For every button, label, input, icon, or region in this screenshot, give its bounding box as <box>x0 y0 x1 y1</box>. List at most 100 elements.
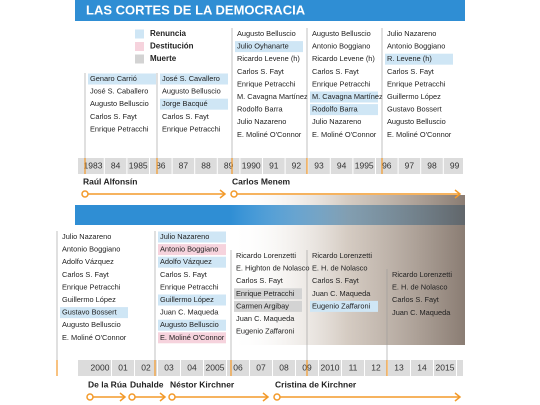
name-highlight <box>158 231 226 243</box>
term-arrow <box>119 392 127 402</box>
justice-name: Augusto Belluscio <box>162 87 221 96</box>
name-highlight <box>160 73 228 85</box>
name-highlight <box>158 319 226 331</box>
justice-name: E. H. de Nolasco <box>392 283 447 292</box>
justice-name: E. Moliné O'Connor <box>160 333 225 342</box>
name-highlight <box>158 244 226 256</box>
name-highlight <box>385 53 453 65</box>
justice-name: Augusto Belluscio <box>160 320 219 329</box>
name-highlight <box>234 300 302 312</box>
justice-name: E. Moliné O'Connor <box>62 333 127 342</box>
justice-name: Carmen Argibay <box>236 301 289 310</box>
justice-name: Guillermo López <box>387 92 441 101</box>
justice-name: Ricardo Levene (h) <box>237 54 300 63</box>
name-highlight <box>158 256 226 268</box>
timeline-band <box>78 360 463 376</box>
year-label: 03 <box>164 362 174 372</box>
justice-name: Juan C. Maqueda <box>160 308 219 317</box>
justice-name: Guillermo López <box>160 295 214 304</box>
year-label: 02 <box>141 362 151 372</box>
year-label: 2010 <box>321 362 340 372</box>
year-label: 96 <box>382 160 392 170</box>
justice-name: Enrique Petracchi <box>312 79 371 88</box>
year-label: 2000 <box>91 362 110 372</box>
year-label: 86 <box>156 160 166 170</box>
justice-name: Julio Oyhanarte <box>237 42 289 51</box>
justice-name: Eugenio Zaffaroni <box>236 327 295 336</box>
justice-name: Carlos S. Fayt <box>237 67 284 76</box>
year-label: 12 <box>371 362 381 372</box>
name-highlight <box>60 307 128 319</box>
name-highlight <box>158 294 226 306</box>
legend-swatch <box>135 54 144 64</box>
justice-name: Augusto Belluscio <box>387 117 446 126</box>
justice-name: Enrique Petracchi <box>160 282 219 291</box>
legend-label: Muerte <box>150 54 177 63</box>
year-label: 1990 <box>242 160 261 170</box>
justice-name: Ricardo Lorenzetti <box>236 251 296 260</box>
term-start <box>128 393 136 401</box>
justice-name: Ricardo Lorenzetti <box>312 251 372 260</box>
justice-name: M. Cavagna Martínez <box>237 92 308 101</box>
name-highlight <box>235 41 303 53</box>
year-label: 87 <box>179 160 189 170</box>
president-name: De la Rúa <box>88 379 127 389</box>
justice-name: Guillermo López <box>62 295 116 304</box>
year-label: 01 <box>118 362 128 372</box>
president-name: Carlos Menem <box>232 176 291 186</box>
justice-name: Gustavo Bossert <box>62 308 117 317</box>
justice-name: Ricardo Levene (h) <box>312 54 375 63</box>
justice-name: Antonio Boggiano <box>62 245 120 254</box>
year-label: 2005 <box>206 362 225 372</box>
justice-name: Enrique Petracchi <box>387 79 446 88</box>
justice-name: E. H. de Nolasco <box>312 264 367 273</box>
justice-name: Julio Nazareno <box>387 29 436 38</box>
name-highlight <box>310 91 378 103</box>
justice-name: Adolfo Vázquez <box>160 257 212 266</box>
year-label: 07 <box>256 362 266 372</box>
year-label: 93 <box>314 160 324 170</box>
year-label: 97 <box>405 160 415 170</box>
term-arrow <box>219 189 227 199</box>
justice-name: Juan C. Maqueda <box>312 289 371 298</box>
year-label: 92 <box>292 160 302 170</box>
year-label: 1985 <box>129 160 148 170</box>
year-label: 94 <box>337 160 347 170</box>
year-label: 08 <box>279 362 289 372</box>
justice-name: Augusto Belluscio <box>62 320 121 329</box>
justice-name: Enrique Petracchi <box>90 124 149 133</box>
year-label: 89 <box>224 160 234 170</box>
photo <box>230 195 465 345</box>
name-highlight <box>310 104 378 116</box>
justice-name: Enrique Petracchi <box>236 289 295 298</box>
justice-name: Carlos S. Fayt <box>392 295 439 304</box>
legend-label: Renuncia <box>150 29 187 38</box>
justice-name: Adolfo Vázquez <box>62 257 114 266</box>
term-arrow <box>454 392 462 402</box>
term-start <box>81 190 89 198</box>
name-highlight <box>234 288 302 300</box>
year-label: 98 <box>427 160 437 170</box>
justice-name: Juan C. Maqueda <box>392 308 451 317</box>
justice-name: Carlos S. Fayt <box>387 67 434 76</box>
justice-name: Eugenio Zaffaroni <box>312 301 371 310</box>
year-label: 06 <box>233 362 243 372</box>
name-highlight <box>88 73 156 85</box>
justice-name: E. Highton de Nolasco <box>236 264 310 273</box>
year-label: 13 <box>394 362 404 372</box>
justice-name: Rodolfo Barra <box>237 105 283 114</box>
justice-name: Antonio Boggiano <box>387 42 445 51</box>
term-start <box>273 393 281 401</box>
justice-name: Carlos S. Fayt <box>90 112 137 121</box>
justice-name: Augusto Belluscio <box>90 99 149 108</box>
year-label: 88 <box>201 160 211 170</box>
term-start <box>230 190 238 198</box>
justice-name: Julio Nazareno <box>237 117 286 126</box>
year-label: 11 <box>349 362 358 372</box>
justice-name: Carlos S. Fayt <box>312 67 359 76</box>
title-bar <box>75 0 465 21</box>
justice-name: R. Levene (h) <box>387 54 432 63</box>
justice-name: Antonio Boggiano <box>160 245 218 254</box>
